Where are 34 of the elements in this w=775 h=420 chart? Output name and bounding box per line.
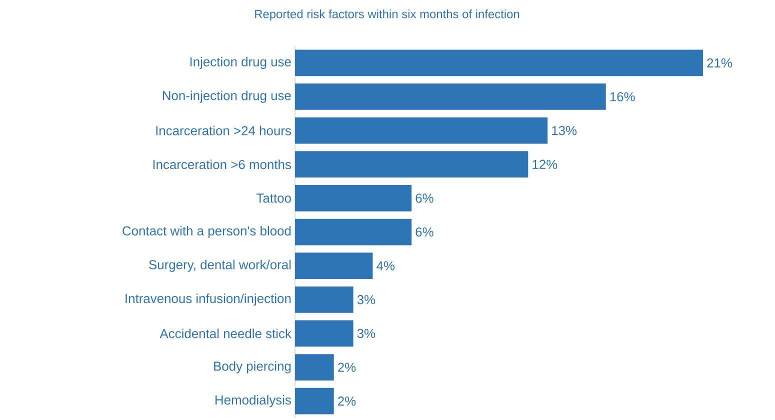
data-label: 21% xyxy=(707,58,732,68)
data-label: 12% xyxy=(532,160,558,169)
bar xyxy=(295,50,704,76)
y-tick-label: Tattoo xyxy=(256,194,291,203)
data-label: 4% xyxy=(376,261,395,270)
y-tick-label: Contact with a person's blood xyxy=(122,226,291,238)
bar xyxy=(295,354,334,380)
bar xyxy=(295,151,528,178)
y-tick-label: Injection drug use xyxy=(190,56,291,69)
y-tick-label: Hemodialysis xyxy=(216,395,292,408)
bar xyxy=(295,84,606,110)
bar xyxy=(295,320,354,347)
chart-title: Reported risk factors within six months of infection xyxy=(255,10,520,21)
bar xyxy=(295,388,334,414)
bar xyxy=(295,252,373,280)
data-label: 13% xyxy=(552,126,577,136)
y-tick-label: Incarceration >6 months xyxy=(153,160,291,170)
y-tick-label: Incarceration >24 hours xyxy=(156,126,291,136)
data-label: 2% xyxy=(338,396,356,406)
y-tick-label: Body piercing xyxy=(214,361,291,374)
y-tick-label: Surgery, dental work/oral xyxy=(149,260,291,272)
bar xyxy=(295,286,354,313)
data-label: 3% xyxy=(357,295,376,304)
y-tick-label: Non-injection drug use xyxy=(162,90,291,103)
y-tick-label: Intravenous infusion/injection xyxy=(126,294,291,306)
bar xyxy=(295,184,412,212)
bar xyxy=(295,218,412,246)
data-label: 2% xyxy=(338,362,356,372)
data-label: 16% xyxy=(610,92,635,102)
data-label: 6% xyxy=(416,194,434,203)
data-label: 6% xyxy=(416,227,434,237)
y-tick-label: Accidental needle stick xyxy=(160,328,292,338)
bar xyxy=(295,117,548,144)
data-label: 3% xyxy=(357,328,376,338)
